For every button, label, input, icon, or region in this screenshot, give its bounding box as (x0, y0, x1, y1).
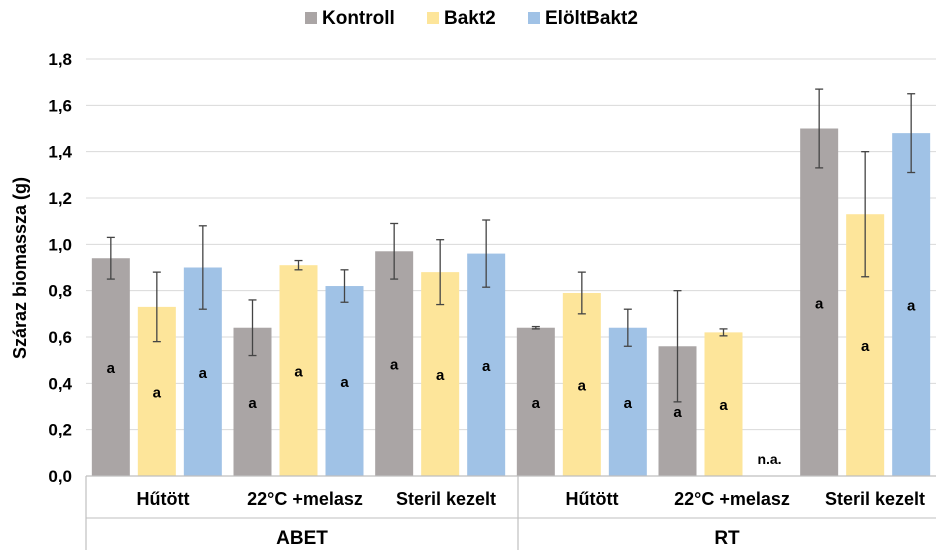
not-available-label: n.a. (757, 451, 781, 467)
y-tick-label: 0,4 (48, 374, 72, 393)
legend-label: Kontroll (322, 8, 395, 29)
bar (325, 286, 364, 476)
significance-label: a (107, 360, 116, 377)
x-group-label: ABET (276, 528, 328, 549)
significance-label: a (248, 395, 257, 412)
significance-label: a (861, 338, 870, 355)
y-tick-label: 1,2 (48, 189, 72, 208)
bar (800, 128, 839, 476)
bar (467, 253, 506, 476)
x-tick-label: Steril kezelt (825, 489, 925, 509)
significance-label: a (578, 377, 587, 394)
x-tick-label: Steril kezelt (396, 489, 496, 509)
chart-legend: Kontroll Bakt2 ElöltBakt2 (305, 8, 638, 29)
bar (892, 133, 931, 476)
y-tick-label: 1,8 (48, 50, 72, 69)
significance-label: a (340, 374, 349, 391)
bar (91, 258, 130, 476)
y-tick-label: 0,8 (48, 282, 72, 301)
y-axis-ticks: 0,0 0,2 0,4 0,6 0,8 1,0 1,2 1,4 1,6 1,8 (48, 50, 72, 486)
significance-label: a (624, 395, 633, 412)
bar (608, 327, 647, 476)
significance-label: a (482, 358, 491, 375)
x-group-label: RT (714, 528, 740, 549)
x-axis: Hűtött 22°C +melasz Steril kezelt Hűtött 22°… (85, 475, 936, 550)
significance-label: a (153, 384, 162, 401)
significance-label: a (436, 367, 445, 384)
y-tick-label: 1,6 (48, 96, 72, 115)
significance-label: a (532, 395, 541, 412)
x-tick-label: Hűtött (566, 489, 619, 509)
y-tick-label: 0,2 (48, 421, 72, 440)
significance-label: a (390, 357, 399, 374)
bars (91, 128, 931, 476)
y-tick-label: 1,4 (48, 143, 72, 162)
legend-label: Bakt2 (444, 8, 496, 29)
bar (279, 265, 318, 476)
bar (421, 272, 460, 476)
x-tick-label: Hűtött (137, 489, 190, 509)
significance-label: a (907, 298, 916, 315)
legend-swatch (305, 12, 317, 24)
significance-label: a (294, 364, 303, 381)
x-tick-label: 22°C +melasz (247, 489, 363, 509)
y-tick-label: 0,6 (48, 328, 72, 347)
y-tick-label: 0,0 (48, 467, 72, 486)
gridlines (86, 58, 936, 477)
significance-label: a (719, 397, 728, 414)
y-tick-label: 1,0 (48, 235, 72, 254)
significance-label: a (815, 295, 824, 312)
error-bars (106, 88, 916, 403)
bar (516, 327, 555, 476)
legend-label: ElöltBakt2 (545, 8, 638, 29)
bar (375, 251, 414, 476)
legend-swatch (427, 12, 439, 24)
y-axis-label: Száraz biomassza (g) (10, 177, 30, 359)
bar (704, 332, 743, 476)
significance-label: a (199, 365, 208, 382)
significance-label: a (673, 404, 682, 421)
legend-swatch (528, 12, 540, 24)
bar (562, 292, 601, 476)
significance-labels: a a a a a a a a a a a a a a n.a. a a a (107, 295, 916, 467)
x-tick-label: 22°C +melasz (674, 489, 790, 509)
